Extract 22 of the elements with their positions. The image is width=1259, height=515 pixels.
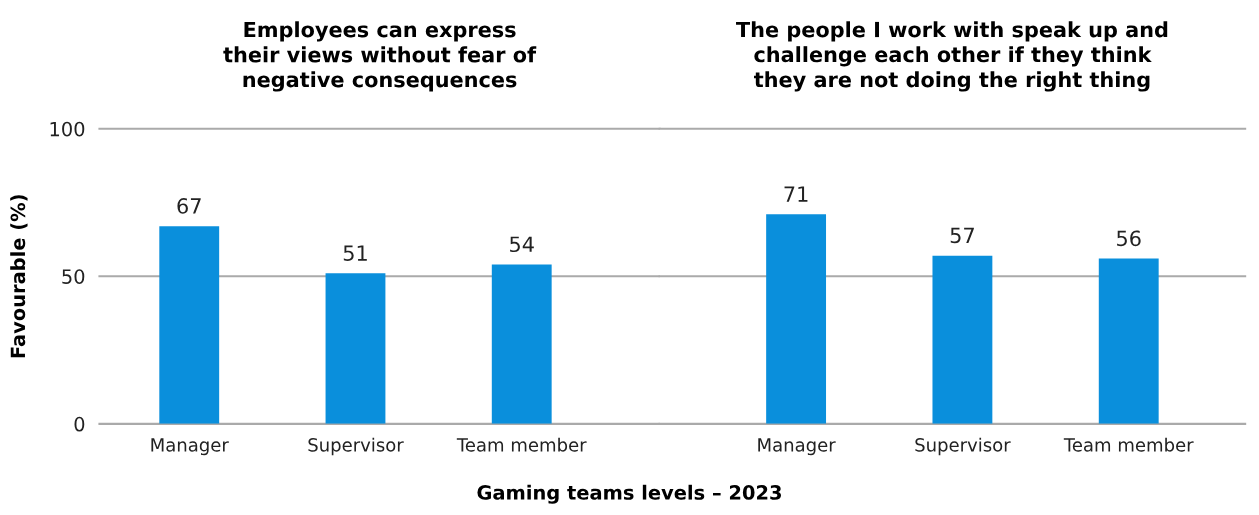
x-tick-label: Manager bbox=[151, 438, 229, 456]
x-tick-label: Supervisor bbox=[308, 437, 404, 456]
data-label: 67 bbox=[177, 198, 201, 214]
chart-title: Employees can express their views without fear of negative consequences bbox=[223, 21, 537, 92]
data-label: 71 bbox=[784, 186, 808, 202]
data-label: 51 bbox=[343, 245, 367, 261]
x-tick-label: Team member bbox=[1063, 437, 1194, 452]
data-label: 56 bbox=[1117, 230, 1141, 247]
x-axis-title: Gaming teams levels – 2023 bbox=[477, 484, 781, 504]
y-axis-title: Favourable (%) bbox=[10, 195, 28, 358]
y-tick-label: 50 bbox=[62, 269, 85, 284]
bar bbox=[325, 273, 386, 424]
data-label: 57 bbox=[950, 227, 974, 244]
x-tick-label: Supervisor bbox=[915, 437, 1011, 456]
chart-title: The people I work with speak up and challenge each other if they think they are not doing the right thing bbox=[736, 21, 1168, 92]
y-tick-label: 0 bbox=[74, 416, 85, 432]
bar bbox=[491, 264, 552, 424]
data-label: 54 bbox=[510, 236, 534, 253]
x-tick-label: Team member bbox=[456, 437, 587, 452]
bar bbox=[159, 226, 220, 424]
x-tick-label: Manager bbox=[758, 438, 836, 456]
y-tick-label: 100 bbox=[50, 121, 85, 137]
